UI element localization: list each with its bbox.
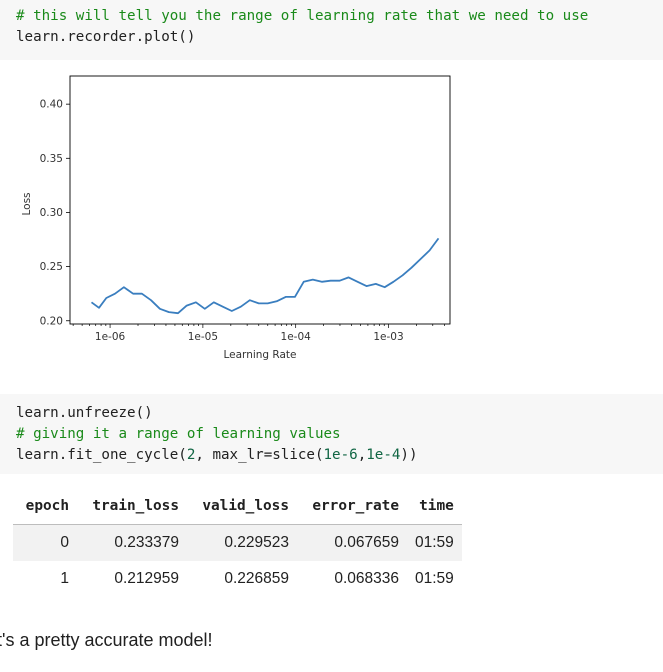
loss-series-line (90, 237, 440, 315)
column-header-error-rate: error_rate (297, 488, 407, 525)
table-cell: 01:59 (407, 524, 462, 561)
code-comment-line: # this will tell you the range of learni… (16, 8, 589, 24)
code-line-fit-one-cycle: learn.fit_one_cycle(2, max_lr=slice(1e-6… (16, 445, 418, 466)
y-tick-label: 0.35 (40, 153, 63, 165)
code-cell-recorder-plot[interactable]: # this will tell you the range of learni… (0, 0, 663, 60)
code-token: learn.fit_one_cycle( (16, 447, 187, 463)
y-tick-label: 0.30 (40, 207, 63, 219)
code-comment-learning-values: # giving it a range of learning values (16, 426, 341, 442)
y-axis-label: Loss (21, 192, 33, 215)
x-tick-label: 1e-03 (373, 331, 403, 343)
plot-frame (69, 75, 451, 325)
code-line-unfreeze: learn.unfreeze() (16, 405, 153, 421)
code-token: )) (400, 447, 418, 463)
column-header-valid-loss: valid_loss (187, 488, 297, 525)
table-row: 0 0.233379 0.229523 0.067659 01:59 (13, 524, 462, 561)
table-cell: 01:59 (415, 570, 454, 587)
code-token: , (357, 447, 367, 463)
code-token: , max_lr=slice( (195, 447, 324, 463)
code-number-token: 1e-4 (366, 447, 401, 463)
code-line-recorder-plot: learn.recorder.plot() (16, 29, 196, 45)
y-tick-label: 0.25 (40, 261, 63, 273)
markdown-text: t's a pretty accurate model! (0, 630, 213, 650)
column-header-time: time (407, 488, 462, 525)
learning-rate-loss-plot: 0.20 0.25 0.30 0.35 0.40 1e-06 1e-05 1e-04 1e-0… (21, 75, 451, 361)
x-tick-label: 1e-05 (188, 331, 218, 343)
column-header-train-loss: train_loss (77, 488, 187, 525)
y-tick-label: 0.40 (40, 99, 63, 111)
table-cell: 0.212959 (114, 570, 179, 587)
y-tick-label: 0.20 (40, 315, 63, 327)
table-header-row: epoch train_loss valid_loss error_rate t… (13, 488, 462, 525)
table-cell: 0.229523 (187, 524, 297, 561)
column-header-epoch: epoch (13, 488, 77, 525)
code-number-token: 2 (186, 447, 196, 463)
table-cell: 0.067659 (297, 524, 407, 561)
code-number-token: 1e-6 (323, 447, 358, 463)
training-results-table: epoch train_loss valid_loss error_rate t… (13, 488, 462, 597)
table-cell: 0.068336 (334, 570, 399, 587)
table-row: 1 0.212959 0.226859 0.068336 01:59 (13, 561, 462, 597)
code-cell-fit-one-cycle[interactable]: learn.unfreeze() # giving it a range of … (0, 394, 663, 474)
table-cell: 0.233379 (77, 524, 187, 561)
x-tick-label: 1e-04 (281, 331, 312, 343)
x-tick-label: 1e-06 (95, 331, 126, 343)
table-cell: 0.226859 (224, 570, 289, 587)
table-cell: 1 (60, 570, 69, 587)
table-cell: 0 (13, 524, 77, 561)
x-axis-label: Learning Rate (224, 349, 297, 361)
